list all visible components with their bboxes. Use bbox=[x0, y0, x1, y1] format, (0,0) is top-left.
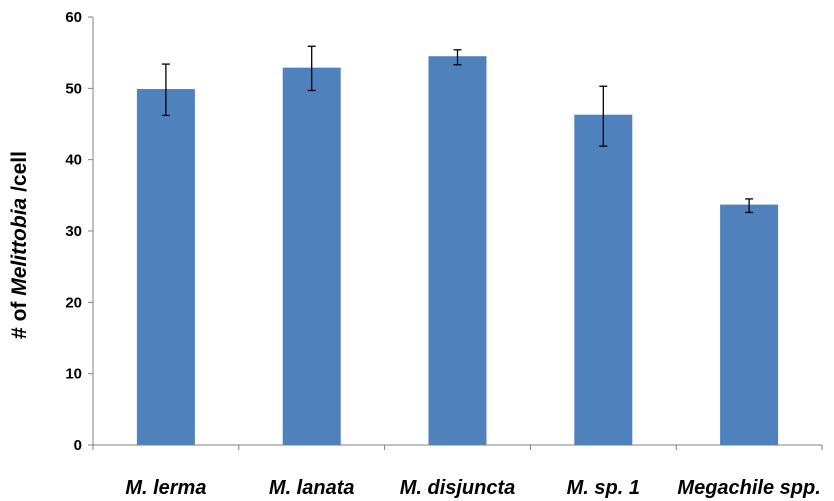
plot-area: 0 10 20 30 40 50 60 M. lerma M. lanata M. disjunc… bbox=[65, 9, 823, 499]
bar bbox=[720, 204, 779, 445]
bar bbox=[428, 56, 487, 445]
category-label: M. lanata bbox=[269, 477, 355, 499]
category-label: Megachile spp. bbox=[677, 477, 820, 499]
bar bbox=[574, 114, 633, 445]
category-label: M. lerma bbox=[125, 477, 206, 499]
bar bbox=[136, 89, 195, 446]
y-tick-label: 10 bbox=[65, 366, 82, 383]
y-axis-title-suffix: /cell bbox=[8, 151, 31, 198]
y-tick-label: 0 bbox=[74, 437, 82, 454]
y-tick-label: 60 bbox=[65, 9, 82, 26]
y-tick-label: 50 bbox=[65, 80, 82, 97]
y-tick-label: 40 bbox=[65, 152, 82, 169]
category-label: M. sp. 1 bbox=[567, 477, 640, 499]
y-axis-title-prefix: # of bbox=[8, 296, 31, 339]
y-tick-label: 20 bbox=[65, 294, 82, 311]
y-axis-title-italic: Melittobia bbox=[8, 197, 31, 295]
y-tick-label: 30 bbox=[65, 223, 82, 240]
bar bbox=[282, 67, 341, 445]
category-label: M. disjuncta bbox=[400, 477, 516, 499]
y-axis-title: # of Melittobia /cell bbox=[8, 151, 31, 339]
